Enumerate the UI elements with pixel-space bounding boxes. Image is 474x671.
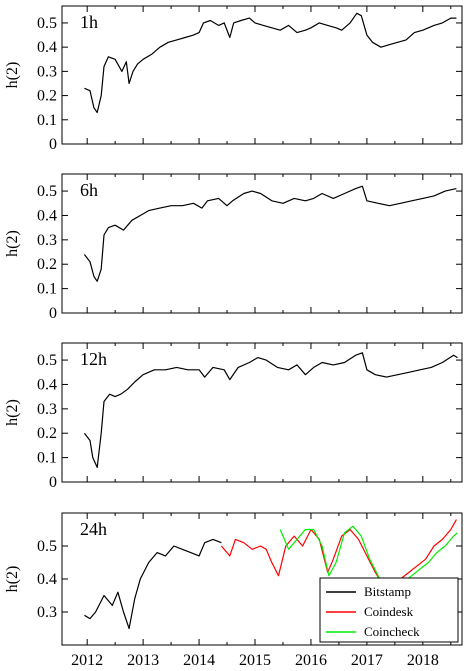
x-tick-label: 2012	[71, 652, 103, 669]
y-tick-label: 0.2	[37, 425, 57, 442]
chart-panel-12h: 0 0.1 0.2 0.3 0.4 0.5 h(2) 12h	[4, 342, 463, 491]
plot-frame-1h	[61, 5, 463, 145]
x-tick-label: 2015	[239, 652, 271, 669]
y-tick-label: 0.5	[37, 15, 57, 32]
panel-label-24h: 24h	[80, 519, 107, 539]
y-tick-label: 0.3	[37, 63, 57, 80]
y-tick-label: 0.2	[37, 88, 57, 105]
x-tick-label: 2013	[127, 652, 159, 669]
plot-frame-12h	[61, 342, 463, 483]
y-tick-label: 0	[49, 305, 57, 322]
legend: Bitstamp Coindesk Coincheck	[319, 577, 459, 643]
y-axis-label: h(2)	[4, 230, 21, 257]
y-tick-label: 0	[49, 136, 57, 153]
legend-entry-bitstamp: Bitstamp	[364, 584, 411, 599]
y-tick-label: 0.5	[37, 352, 57, 369]
x-tick-label: 2014	[183, 652, 215, 669]
y-tick-label: 0.1	[37, 281, 57, 298]
y-tick-label: 0.3	[37, 401, 57, 418]
x-tick-label: 2017	[351, 652, 383, 669]
panel-label-1h: 1h	[80, 12, 98, 32]
legend-entry-coindesk: Coindesk	[364, 604, 414, 619]
x-tick-label: 2018	[407, 652, 439, 669]
chart-panel-6h: 0 0.1 0.2 0.3 0.4 0.5 h(2) 6h	[4, 173, 463, 322]
x-tick-label: 2016	[295, 652, 327, 669]
plot-frame-6h	[61, 173, 463, 314]
legend-entry-coincheck: Coincheck	[364, 624, 420, 639]
panel-label-6h: 6h	[80, 180, 98, 200]
y-axis-label: h(2)	[4, 62, 21, 89]
series-line-bitstamp-24h	[84, 538, 222, 630]
y-tick-label: 0.4	[37, 39, 57, 56]
series-line-bitstamp-12h	[83, 352, 458, 468]
y-tick-label: 0.4	[37, 207, 57, 224]
y-tick-label: 0.3	[37, 604, 57, 621]
y-tick-label: 0.4	[37, 571, 57, 588]
y-tick-label: 0	[49, 474, 57, 491]
y-tick-label: 0.2	[37, 256, 57, 273]
y-axis-label: h(2)	[4, 399, 21, 426]
series-line-coindesk-24h	[220, 519, 457, 590]
chart-panel-1h: 0 0.1 0.2 0.3 0.4 0.5 h(2) 1h	[4, 5, 463, 153]
y-tick-label: 0.1	[37, 450, 57, 467]
y-tick-label: 0.1	[37, 112, 57, 129]
series-line-bitstamp-6h	[83, 185, 457, 282]
panel-label-12h: 12h	[80, 349, 107, 369]
y-tick-label: 0.4	[37, 376, 57, 393]
series-line-bitstamp-1h	[84, 12, 457, 114]
y-axis-label: h(2)	[4, 566, 21, 593]
series-line-coincheck-24h	[279, 525, 458, 593]
y-tick-label: 0.5	[37, 538, 57, 555]
y-tick-label: 0.3	[37, 232, 57, 249]
chart-panel-24h: 0.3 0.4 0.5 h(2) 24h Bitstamp Coindesk Coinchec…	[4, 512, 463, 646]
y-tick-label: 0.5	[37, 183, 57, 200]
